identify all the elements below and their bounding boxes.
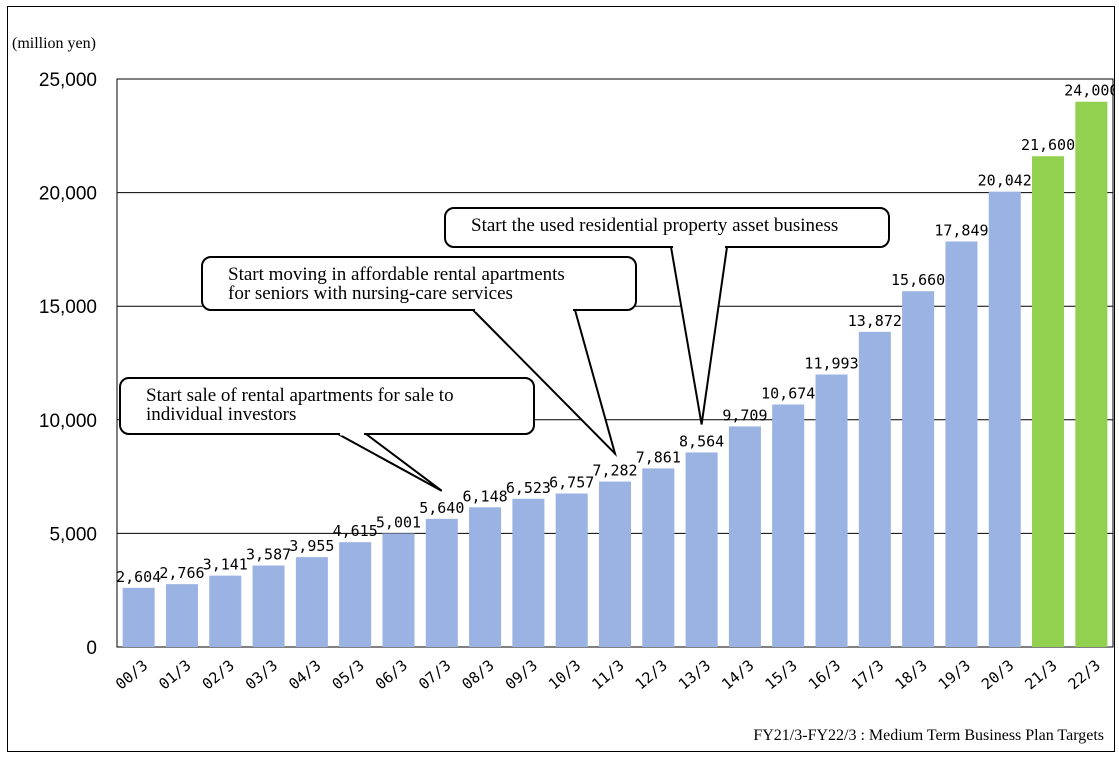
y-tick-label: 10,000 [39,411,97,432]
bar [685,452,718,647]
annotation-callout: Start sale of rental apartments for sale… [119,377,535,492]
y-tick-label: 0 [86,638,97,659]
bar [122,587,155,647]
x-tick-label: 08/3 [458,656,497,693]
bar [512,498,545,647]
value-label: 3,587 [246,546,291,564]
x-tick-label: 15/3 [762,656,801,693]
footnote: FY21/3-FY22/3 : Medium Term Business Pla… [753,727,1104,744]
target-bar [1032,156,1065,648]
y-tick-label: 5,000 [49,524,97,545]
x-tick-label: 17/3 [848,656,887,693]
bar [902,291,935,647]
value-label: 21,600 [1021,136,1075,154]
callout-box [444,207,890,248]
x-tick-label: 09/3 [502,656,541,693]
x-tick-label: 18/3 [891,656,930,693]
bar [252,565,285,647]
value-label: 24,000 [1064,82,1114,100]
value-label: 8,564 [679,432,724,450]
value-label: 9,709 [722,406,767,424]
annotation-callout: Start the used residential property asse… [444,207,890,425]
value-label: 13,872 [848,312,902,330]
value-label: 5,001 [376,513,421,531]
x-tick-label: 05/3 [329,656,368,693]
value-label: 6,757 [549,473,594,491]
y-tick-label: 20,000 [39,184,97,205]
value-label: 10,674 [761,384,815,402]
value-label: 3,141 [203,556,248,574]
x-tick-label: 06/3 [372,656,411,693]
bar [598,481,632,647]
callout-pointer [669,246,729,425]
x-tick-label: 00/3 [112,656,151,693]
bar [295,557,328,647]
x-tick-label: 22/3 [1065,656,1104,693]
value-label: 6,148 [463,487,508,505]
x-tick-label: 01/3 [155,656,194,693]
value-label: 4,615 [333,522,378,540]
value-label: 11,993 [804,355,858,373]
bar [815,374,848,647]
value-label: 20,042 [978,172,1032,190]
target-bar [1075,101,1108,648]
value-label: 7,861 [636,448,681,466]
x-tick-label: 07/3 [415,656,454,693]
bar [988,191,1021,648]
bar [339,542,372,647]
bar [945,241,978,648]
x-axis-ticks: 00/3 01/3 02/3 03/3 04/3 05/3 06/3 07/3 08/3 09/3… [112,656,1104,693]
value-label: 2,604 [116,568,161,586]
x-tick-label: 16/3 [805,656,844,693]
x-tick-label: 11/3 [588,656,627,693]
callout-text: Start sale of rental apartments for sale… [146,385,454,406]
bars [122,101,1108,648]
bar [425,518,458,647]
bar [382,533,415,647]
x-tick-label: 21/3 [1021,656,1060,693]
x-tick-label: 04/3 [285,656,324,693]
bar-chart: (million yen) 0 5,000 10,000 15,000 20,000 25… [12,35,1114,744]
value-label: 2,766 [159,564,204,582]
value-label: 15,660 [891,271,945,289]
value-label: 6,523 [506,479,551,497]
bar [165,584,198,647]
x-tick-label: 20/3 [978,656,1017,693]
bar [209,575,242,647]
bar [555,493,588,647]
y-tick-label: 25,000 [39,70,97,91]
y-unit-label: (million yen) [12,35,96,52]
bar [728,426,761,647]
callout-box [201,256,637,311]
callout-pointer [337,433,443,492]
x-tick-label: 10/3 [545,656,584,693]
annotations: Start sale of rental apartments for sale… [119,207,890,492]
value-label: 5,640 [419,499,464,517]
bar [858,331,891,647]
y-axis-ticks: 0 5,000 10,000 15,000 20,000 25,000 [39,70,97,659]
x-tick-label: 13/3 [675,656,714,693]
x-tick-label: 03/3 [242,656,281,693]
bar [469,507,502,647]
x-tick-label: 12/3 [632,656,671,693]
callout-box [119,377,535,435]
y-tick-label: 15,000 [39,297,97,318]
value-label: 3,955 [289,537,334,555]
callout-text: Start the used residential property asse… [471,215,838,236]
value-labels: 2,6042,7663,1413,5873,9554,6155,0015,640… [116,82,1114,586]
value-label: 17,849 [934,221,988,239]
x-tick-label: 14/3 [718,656,757,693]
chart-frame: (million yen) 0 5,000 10,000 15,000 20,000 25… [7,6,1115,752]
bar [642,468,675,647]
x-tick-label: 02/3 [199,656,238,693]
annotation-callout: Start moving in affordable rental apartm… [201,256,637,457]
x-tick-label: 19/3 [935,656,974,693]
value-label: 7,282 [592,462,637,480]
callout-text: Start moving in affordable rental apartm… [228,264,565,285]
callout-text: individual investors [146,404,296,425]
bar [772,404,805,647]
callout-text: for seniors with nursing-care services [228,283,513,304]
